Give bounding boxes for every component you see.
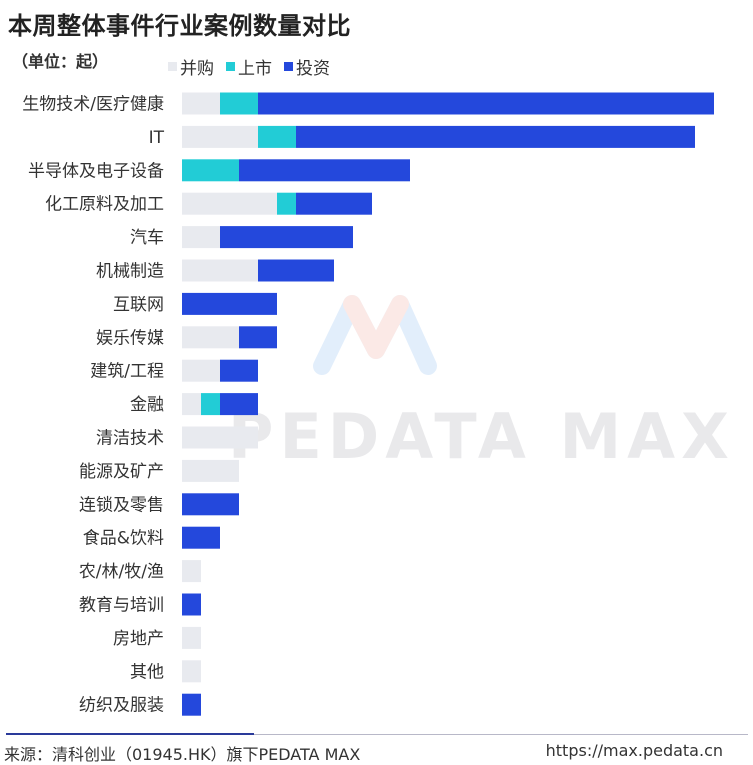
category-label: 生物技术/医疗健康	[22, 95, 164, 115]
bar-segment	[182, 526, 220, 549]
chart-title: 本周整体事件行业案例数量对比	[8, 12, 351, 40]
category-label: 教育与培训	[79, 596, 164, 616]
bar-segment	[182, 259, 258, 282]
category-label: 金融	[130, 395, 164, 415]
category-label: 半导体及电子设备	[28, 161, 164, 181]
bar-segment	[182, 459, 239, 482]
bar-segment	[220, 226, 353, 249]
watermark-text: PEDATA MAX	[228, 400, 735, 473]
legend-item-acquisition: 并购	[168, 54, 214, 79]
unit-label: （单位：起）	[12, 52, 109, 71]
bar-segment	[296, 125, 695, 148]
bar-segment	[258, 125, 296, 148]
legend-swatch-acquisition	[168, 62, 177, 71]
category-label: 清洁技术	[96, 429, 164, 449]
bar-segment	[220, 359, 258, 382]
bar-segment	[182, 560, 201, 583]
bar-segment	[182, 660, 201, 683]
bar-segment	[182, 226, 220, 249]
bar-segment	[220, 92, 258, 115]
bar-segment	[239, 326, 277, 349]
footer-divider-accent	[6, 733, 254, 735]
bar-segment	[182, 292, 277, 315]
legend-item-ipo: 上市	[226, 54, 272, 79]
legend-swatch-ipo	[226, 62, 235, 71]
bar-segment	[258, 92, 714, 115]
category-label: 纺织及服装	[79, 696, 164, 716]
bar-segment	[258, 259, 334, 282]
bar-segment	[182, 359, 220, 382]
bar-segment	[182, 192, 277, 215]
legend-label-acquisition: 并购	[180, 59, 214, 79]
bar-segment	[182, 125, 258, 148]
category-label: 机械制造	[96, 262, 164, 282]
category-label: 农/林/牧/渔	[79, 562, 164, 582]
category-label: 能源及矿产	[79, 462, 164, 482]
bar-segment	[182, 159, 239, 182]
bar-segment	[277, 192, 296, 215]
category-label: 建筑/工程	[90, 362, 164, 382]
category-label: 汽车	[130, 228, 164, 248]
bar-segment	[182, 493, 239, 516]
category-label: 互联网	[113, 295, 164, 315]
category-label: 娱乐传媒	[96, 328, 164, 348]
source-url: https://max.pedata.cn	[545, 741, 723, 760]
legend-label-ipo: 上市	[238, 59, 272, 79]
bar-segment	[182, 326, 239, 349]
source-note: 来源：清科创业（01945.HK）旗下PEDATA MAX	[4, 745, 361, 764]
bar-segment	[220, 393, 258, 416]
bar-segment	[239, 159, 410, 182]
bar-segment	[182, 92, 220, 115]
category-label: 食品&饮料	[83, 529, 164, 549]
category-label: 其他	[130, 662, 164, 682]
category-label: 连锁及零售	[79, 495, 164, 515]
footer-divider	[254, 734, 748, 735]
category-label: 化工原料及加工	[45, 195, 164, 215]
category-label: 房地产	[113, 629, 164, 649]
bar-segment	[182, 426, 258, 449]
legend-swatch-investment	[284, 62, 293, 71]
bar-segment	[201, 393, 220, 416]
bar-segment	[182, 593, 201, 616]
bar-segment	[296, 192, 372, 215]
bar-segment	[182, 693, 201, 716]
legend-label-investment: 投资	[296, 59, 330, 79]
bar-segment	[182, 626, 201, 649]
legend: 并购 上市 投资	[168, 54, 342, 79]
bar-segment	[182, 393, 201, 416]
legend-item-investment: 投资	[284, 54, 330, 79]
category-label: IT	[149, 128, 165, 148]
